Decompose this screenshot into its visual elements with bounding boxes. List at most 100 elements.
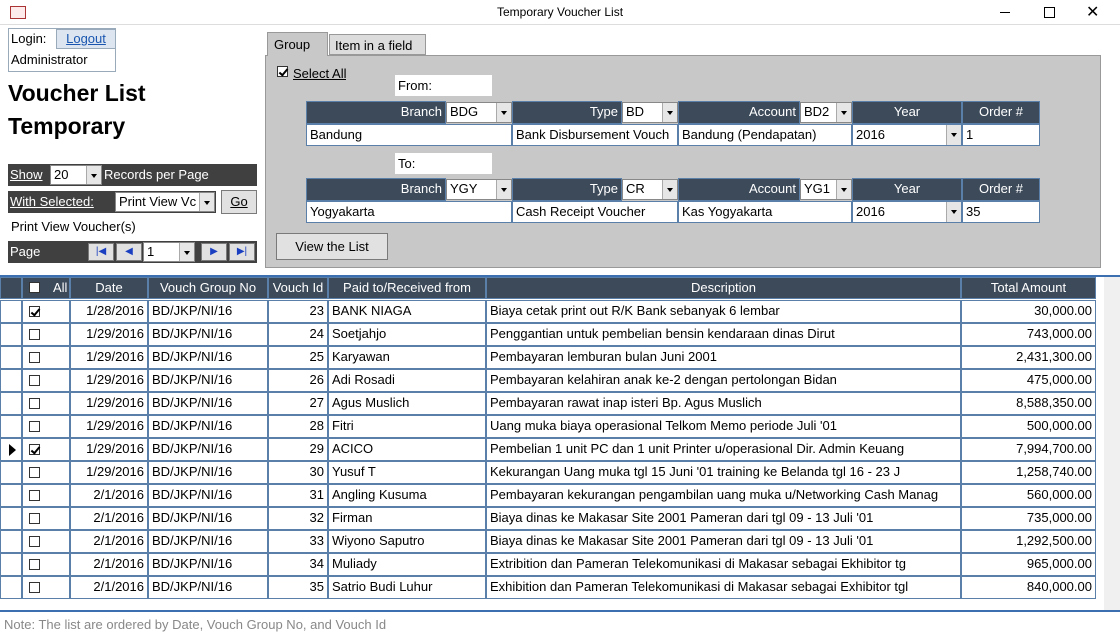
go-button[interactable]: Go [221, 190, 257, 214]
grid-cell: BD/JKP/NI/16 [148, 415, 268, 438]
row-selector[interactable] [0, 438, 22, 461]
grid-cell: 475,000.00 [961, 369, 1096, 392]
grid-cell: Adi Rosadi [328, 369, 486, 392]
action-combo[interactable]: Print View Vc [115, 192, 215, 212]
grid-cell: 1/28/2016 [70, 300, 148, 323]
page-combo[interactable]: 1 [143, 242, 195, 262]
close[interactable]: ✕ [1086, 4, 1100, 21]
tab[interactable]: Item in a field [329, 34, 426, 55]
tab-active[interactable]: Group [267, 32, 328, 56]
grid-cell: Extribition dan Pameran Telekomunikasi d… [486, 553, 961, 576]
row-checkbox[interactable] [29, 375, 40, 386]
row-selector[interactable] [0, 553, 22, 576]
row-checkbox[interactable] [29, 582, 40, 593]
filter-code-combo[interactable]: BD [622, 102, 678, 123]
row-selector[interactable] [0, 507, 22, 530]
grid-cell: Biaya dinas ke Makasar Site 2001 Pameran… [486, 507, 961, 530]
grid-cell: BD/JKP/NI/16 [148, 553, 268, 576]
grid-cell: 1/29/2016 [70, 461, 148, 484]
row-selector[interactable] [0, 323, 22, 346]
row-checkbox[interactable] [29, 306, 40, 317]
last-page[interactable]: ▶| [229, 243, 255, 261]
filter-header: Year [852, 178, 962, 201]
grid-cell: 1,292,500.00 [961, 530, 1096, 553]
row-selector[interactable] [0, 576, 22, 599]
grid-cell: Agus Muslich [328, 392, 486, 415]
grid-cell: Karyawan [328, 346, 486, 369]
row-selector[interactable] [0, 369, 22, 392]
grid-cell: 27 [268, 392, 328, 415]
first-page[interactable]: |◀ [88, 243, 114, 261]
dropdown-button [836, 180, 851, 199]
year-combo[interactable]: 2016 [852, 201, 962, 223]
grid-cell: 1/29/2016 [70, 323, 148, 346]
column-header[interactable]: Total Amount [961, 277, 1096, 299]
grid-cell: Fitri [328, 415, 486, 438]
grid-cell: 1/29/2016 [70, 346, 148, 369]
checkbox-cell [22, 323, 70, 346]
filter-header: Order # [962, 101, 1040, 124]
filter-value: Bandung (Pendapatan) [678, 124, 852, 146]
select-all-checkbox[interactable] [277, 66, 288, 77]
filter-header: Year [852, 101, 962, 124]
row-checkbox[interactable] [29, 329, 40, 340]
row-checkbox[interactable] [29, 559, 40, 570]
row-selector[interactable] [0, 484, 22, 507]
note: Note: The list are ordered by Date, Vouc… [4, 617, 387, 632]
grid-cell: 1/29/2016 [70, 392, 148, 415]
order-value[interactable]: 35 [962, 201, 1040, 223]
column-header[interactable]: Date [70, 277, 148, 299]
select-all-rows[interactable] [29, 282, 40, 293]
minimize[interactable] [1000, 12, 1010, 13]
grid-cell: 7,994,700.00 [961, 438, 1096, 461]
grid-cell: 30 [268, 461, 328, 484]
row-checkbox[interactable] [29, 467, 40, 478]
scrollbar[interactable] [1104, 277, 1120, 610]
show-combo[interactable]: 20 [50, 165, 102, 185]
row-checkbox[interactable] [29, 398, 40, 409]
row-selector[interactable] [0, 300, 22, 323]
column-header[interactable]: Paid to/Received from [328, 277, 486, 299]
logout-link[interactable]: Logout [56, 29, 115, 49]
filter-code: YG1 [804, 181, 831, 196]
grid-cell: Satrio Budi Luhur [328, 576, 486, 599]
row-checkbox[interactable] [29, 513, 40, 524]
filter-code-combo[interactable]: YGY [446, 179, 512, 200]
pager: Page |◀ ◀ 1 ▶ ▶| [8, 241, 257, 263]
row-selector[interactable] [0, 392, 22, 415]
row-selector[interactable] [0, 530, 22, 553]
grid-cell: BD/JKP/NI/16 [148, 461, 268, 484]
row-checkbox[interactable] [29, 421, 40, 432]
select-all-label: Select All [293, 66, 347, 81]
checkbox-cell [22, 576, 70, 599]
row-selector[interactable] [0, 415, 22, 438]
maximize[interactable] [1044, 7, 1055, 18]
filter-code-combo[interactable]: BD2 [800, 102, 852, 123]
column-header[interactable]: Vouch Id [268, 277, 328, 299]
filter-code-combo[interactable]: CR [622, 179, 678, 200]
row-checkbox[interactable] [29, 352, 40, 363]
view-button[interactable]: View the List [276, 233, 388, 260]
filter-code-combo[interactable]: YG1 [800, 179, 852, 200]
to-label: To: [395, 153, 492, 174]
year-combo[interactable]: 2016 [852, 124, 962, 146]
grid-cell: Pembayaran rawat inap isteri Bp. Agus Mu… [486, 392, 961, 415]
prev-page[interactable]: ◀ [116, 243, 142, 261]
grid-cell: BD/JKP/NI/16 [148, 438, 268, 461]
row-selector[interactable] [0, 346, 22, 369]
filter-code-combo[interactable]: BDG [446, 102, 512, 123]
order-value[interactable]: 1 [962, 124, 1040, 146]
dropdown-button [496, 103, 511, 122]
column-header[interactable]: Description [486, 277, 961, 299]
current-row-indicator [9, 444, 16, 456]
row-checkbox[interactable] [29, 536, 40, 547]
grid-cell: 560,000.00 [961, 484, 1096, 507]
dropdown-button [662, 180, 677, 199]
next-page[interactable]: ▶ [201, 243, 227, 261]
grid-cell: 28 [268, 415, 328, 438]
row-selector[interactable] [0, 461, 22, 484]
row-checkbox[interactable] [29, 444, 40, 455]
row-checkbox[interactable] [29, 490, 40, 501]
show-bar: Show 20 Records per Page [8, 164, 257, 186]
column-header[interactable]: Vouch Group No [148, 277, 268, 299]
